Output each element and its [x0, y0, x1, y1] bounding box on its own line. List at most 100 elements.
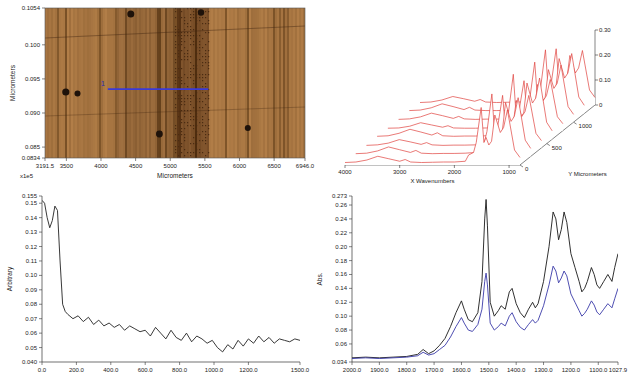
texture [208, 20, 209, 21]
texture [156, 131, 163, 138]
y-tick [39, 246, 42, 247]
z-tick-label: 0.20 [599, 52, 611, 58]
texture [199, 74, 200, 75]
x-tick [274, 158, 275, 161]
texture [184, 23, 185, 24]
texture [196, 59, 197, 60]
texture [187, 53, 188, 54]
texture [175, 62, 176, 63]
z-tick [595, 55, 598, 56]
texture [208, 68, 209, 69]
texture [109, 8, 111, 158]
plot-area [345, 49, 595, 165]
texture [249, 8, 251, 158]
x-tick [434, 362, 435, 365]
texture [45, 26, 305, 38]
texture [184, 35, 185, 36]
x-tick-label: 1500.0 [480, 367, 499, 373]
y-tick [39, 333, 42, 334]
texture [190, 119, 191, 120]
texture [275, 8, 277, 158]
texture [202, 38, 203, 39]
x-tick-label: 1500.0 [291, 367, 310, 373]
texture [202, 29, 203, 30]
texture [184, 101, 185, 102]
texture [217, 8, 219, 158]
texture [208, 128, 209, 129]
texture [119, 8, 121, 158]
x-tick-label: 1700.0 [425, 367, 444, 373]
y-tick [349, 288, 352, 289]
x-tick-label: 400.0 [103, 367, 119, 373]
texture [208, 56, 209, 57]
texture [196, 77, 197, 78]
depth-axis-title: Y Micrometers [568, 171, 607, 177]
x-tick-label: 1800.0 [398, 367, 417, 373]
x-tick [305, 158, 306, 161]
texture [196, 65, 197, 66]
x-tick-label: 1200.0 [562, 367, 581, 373]
texture [199, 77, 200, 78]
texture [175, 125, 176, 126]
texture [199, 134, 200, 135]
y-tick-label: 0.155 [22, 193, 38, 199]
texture [196, 125, 197, 126]
texture [205, 155, 206, 156]
texture [190, 113, 191, 114]
texture [196, 74, 197, 75]
depth-tick [520, 165, 523, 167]
texture [239, 8, 241, 158]
texture [271, 8, 273, 158]
texture [190, 71, 191, 72]
y-tick [349, 362, 352, 363]
y-tick [39, 362, 42, 363]
texture [190, 143, 191, 144]
x-tick [509, 165, 510, 168]
x-tick [214, 362, 215, 365]
texture [205, 125, 206, 126]
texture [187, 95, 188, 96]
texture [178, 50, 179, 51]
texture [181, 59, 182, 60]
texture [187, 86, 188, 87]
texture [202, 65, 203, 66]
texture [283, 8, 285, 158]
texture [177, 8, 179, 158]
texture [178, 56, 179, 57]
texture [205, 92, 206, 93]
texture [279, 8, 281, 158]
texture [208, 62, 209, 63]
y-tick [349, 330, 352, 331]
texture [190, 155, 191, 156]
y-tick-label: 0.085 [25, 144, 41, 150]
texture [205, 32, 206, 33]
y-tick-label: 0.11 [26, 258, 38, 264]
texture [181, 8, 183, 158]
x-tick-label: 1200.0 [239, 367, 258, 373]
texture [205, 137, 206, 138]
texture [199, 149, 200, 150]
axis-multiplier: x1e5 [20, 173, 34, 179]
texture [181, 128, 182, 129]
texture [97, 8, 99, 158]
texture [277, 8, 279, 158]
texture [181, 35, 182, 36]
x-tick-label: 2000.0 [343, 367, 362, 373]
plot-area [352, 199, 618, 358]
y-tick-label: 0.10 [25, 272, 37, 278]
texture [181, 11, 182, 12]
x-tick [45, 158, 46, 161]
y-tick-label: 0.24 [335, 216, 347, 222]
texture [184, 122, 185, 123]
texture [208, 134, 209, 135]
x-tick-label: 6946.0 [296, 163, 315, 169]
texture [125, 8, 127, 158]
texture [196, 14, 197, 15]
y-tick-label: 0.100 [25, 42, 41, 48]
texture [190, 62, 191, 63]
texture [208, 95, 209, 96]
texture [195, 8, 197, 158]
texture [196, 35, 197, 36]
x-tick [454, 165, 455, 168]
texture [301, 8, 303, 158]
